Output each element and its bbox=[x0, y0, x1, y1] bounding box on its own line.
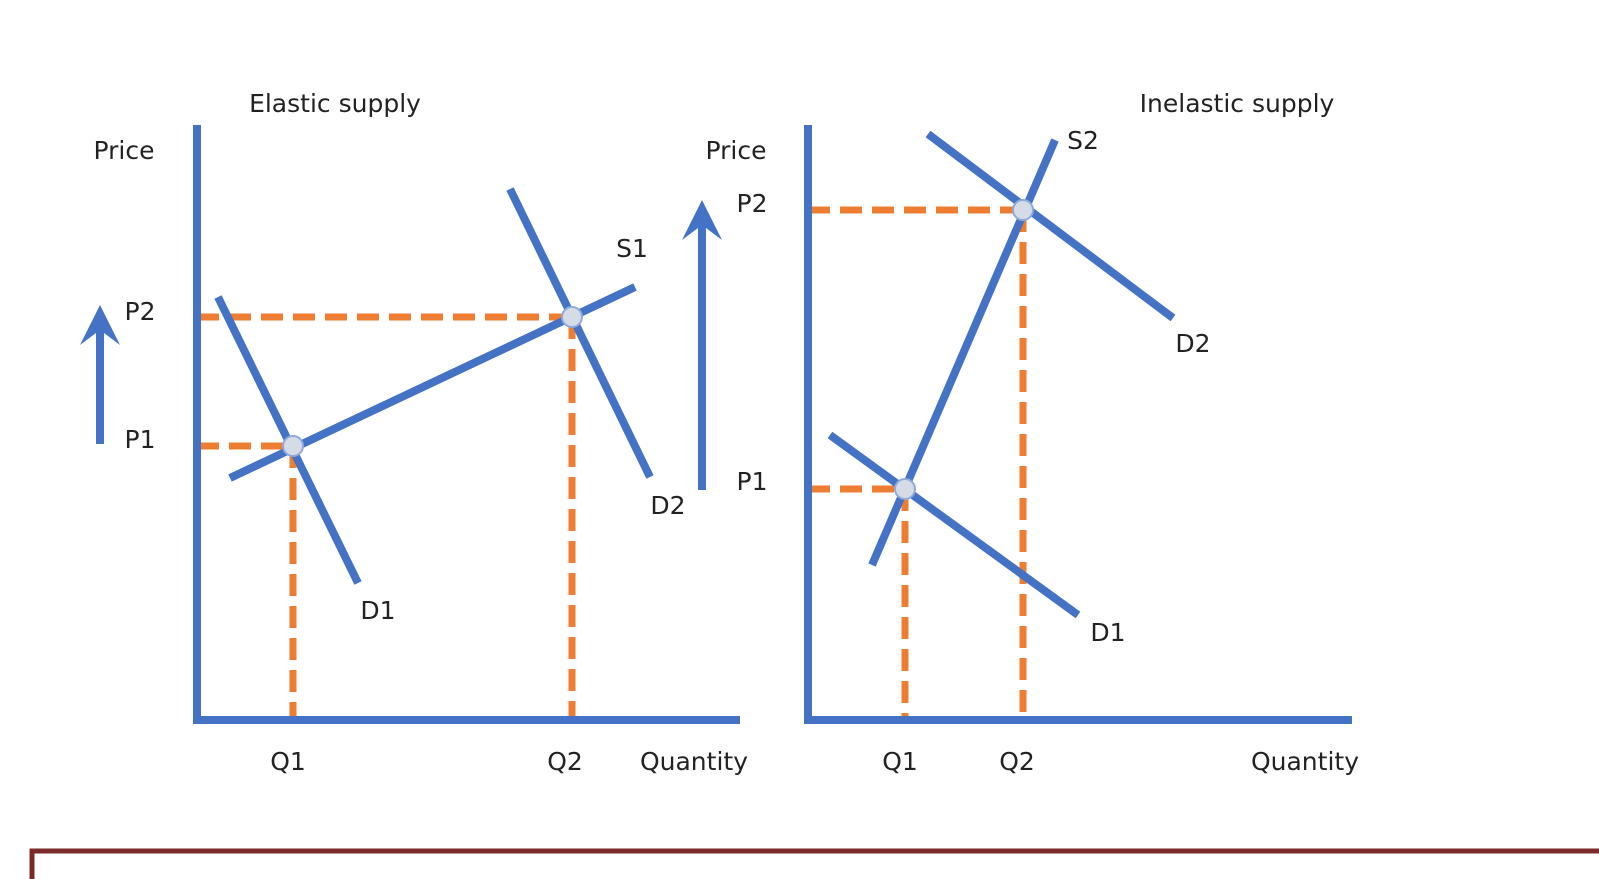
equilibrium-point bbox=[561, 306, 583, 328]
demand-curve bbox=[506, 187, 654, 479]
price-label: P2 bbox=[125, 297, 156, 326]
y-axis-label: Price bbox=[94, 136, 155, 165]
price-label: P2 bbox=[737, 189, 768, 218]
curve-label: D1 bbox=[1090, 618, 1125, 647]
panel-title: Inelastic supply bbox=[1140, 89, 1335, 118]
curve-label: D2 bbox=[1175, 329, 1210, 358]
panel-title: Elastic supply bbox=[249, 89, 421, 118]
equilibrium-point bbox=[282, 435, 304, 457]
curve-label: D2 bbox=[650, 491, 685, 520]
quantity-label: Q2 bbox=[547, 747, 583, 776]
quantity-label: Q1 bbox=[270, 747, 306, 776]
curve-label: S2 bbox=[1067, 126, 1099, 155]
quantity-label: Q2 bbox=[999, 747, 1035, 776]
curve-label: S1 bbox=[616, 234, 648, 263]
price-label: P1 bbox=[737, 467, 768, 496]
quantity-label: Q1 bbox=[882, 747, 918, 776]
arrow-head bbox=[682, 200, 722, 240]
x-axis-label: Quantity bbox=[1251, 747, 1359, 776]
demand-curve bbox=[925, 130, 1176, 322]
price-label: P1 bbox=[125, 425, 156, 454]
bottom-frame bbox=[29, 848, 1599, 879]
equilibrium-point bbox=[894, 478, 916, 500]
y-axis-label: Price bbox=[706, 136, 767, 165]
equilibrium-point bbox=[1012, 199, 1034, 221]
curve-label: D1 bbox=[360, 596, 395, 625]
x-axis-label: Quantity bbox=[640, 747, 748, 776]
demand-curve bbox=[827, 431, 1081, 619]
inelastic-panel: Inelastic supply Price Quantity P2 P1 Q1… bbox=[706, 89, 1360, 776]
elastic-panel: Elastic supply Price Quantity P2 P1 Q1 Q… bbox=[80, 89, 748, 776]
arrow-head bbox=[80, 305, 120, 345]
